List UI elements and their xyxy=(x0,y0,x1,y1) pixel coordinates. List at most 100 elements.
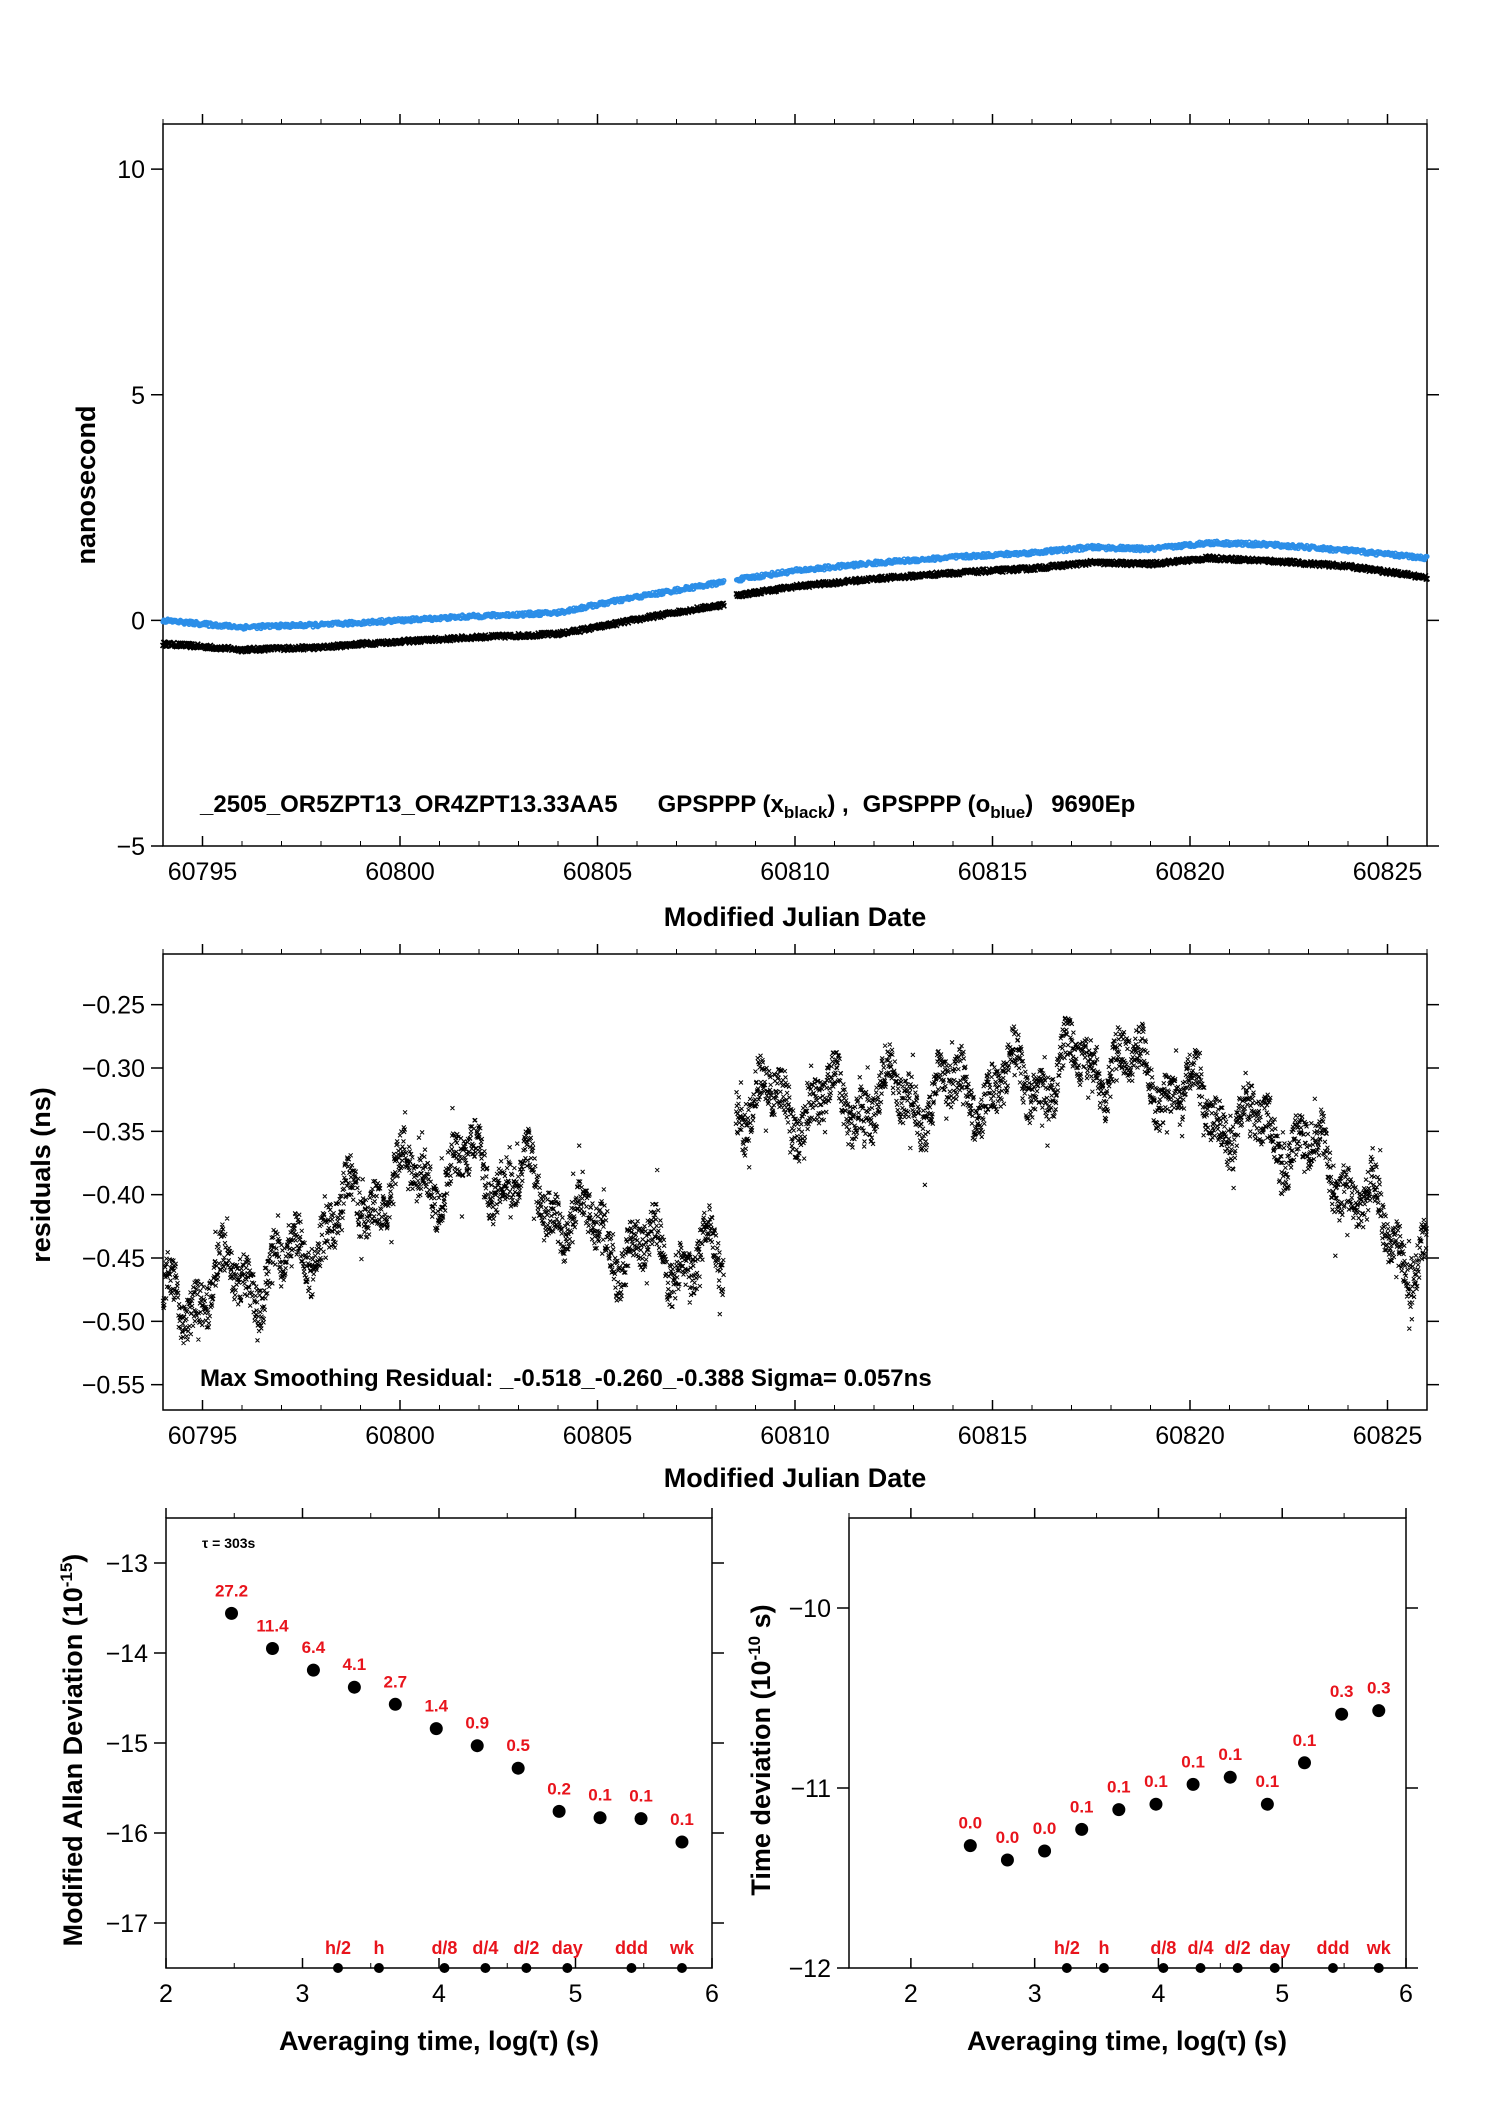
x-tick-label: 60805 xyxy=(563,1422,633,1450)
series-blue-markers xyxy=(160,538,1430,632)
point-label: 0.5 xyxy=(506,1736,530,1755)
x-tick-label: 60815 xyxy=(958,858,1028,886)
point-label: 0.3 xyxy=(1330,1682,1354,1701)
phase-plot: 60795 60800 60805 60810 60815 60820 60825 −5 0 5 1… xyxy=(71,114,1439,932)
interval-label: d/8 xyxy=(431,1938,457,1958)
mdev-plot: 2 3 4 5 6 −17 −16 −15 −14 −13 27.2 11.4 6.4 4.1 2.7 1.… xyxy=(57,1508,724,2056)
y-tick-label: 10 xyxy=(117,156,145,184)
x-tick-label: 3 xyxy=(296,1980,310,2008)
interval-marker xyxy=(1098,1963,1109,1973)
y-tick-label: −0.55 xyxy=(82,1372,145,1400)
interval-marker xyxy=(332,1963,343,1973)
point-label: 0.1 xyxy=(1070,1797,1094,1816)
point-label: 1.4 xyxy=(424,1697,448,1716)
tdev-plot: 2 3 4 5 6 −12 −11 −10 0.0 0.0 0.0 0.1 0.1 0.1 0.1 0.1 0… xyxy=(745,1508,1418,2056)
annotation-series2-sub: blue xyxy=(990,803,1025,822)
interval-label: wk xyxy=(669,1938,695,1958)
stability-point xyxy=(265,1642,279,1655)
point-label: 0.0 xyxy=(996,1828,1020,1847)
interval-marker xyxy=(626,1963,637,1973)
interval-label: h/2 xyxy=(1054,1938,1080,1958)
x-tick-label: 60795 xyxy=(168,858,238,886)
x-tick-label: 6 xyxy=(705,1980,719,2008)
phase-xlabel: Modified Julian Date xyxy=(664,902,927,932)
interval-label: wk xyxy=(1366,1938,1392,1958)
y-tick-label: −11 xyxy=(790,1775,831,1803)
interval-label: ddd xyxy=(615,1938,648,1958)
point-label: 0.2 xyxy=(547,1779,571,1798)
mdev-ylabel-main: Modified Allan Deviation (10 xyxy=(58,1587,88,1946)
stability-point xyxy=(963,1839,977,1853)
stability-point xyxy=(1112,1803,1126,1817)
residual-markers xyxy=(160,1015,1430,1346)
stability-point xyxy=(470,1739,484,1753)
stability-point xyxy=(1038,1844,1052,1858)
x-tick-label: 60825 xyxy=(1353,1422,1423,1450)
interval-marker xyxy=(1061,1963,1072,1973)
point-label: 0.1 xyxy=(1144,1772,1168,1791)
interval-label: day xyxy=(1259,1938,1290,1958)
interval-marker xyxy=(521,1963,532,1973)
x-tick-label: 60800 xyxy=(365,858,435,886)
point-label: 11.4 xyxy=(256,1617,289,1636)
residuals-annotation: Max Smoothing Residual: _-0.518_-0.260_-… xyxy=(200,1365,932,1392)
tdev-ylabel-end: s) xyxy=(746,1604,776,1636)
interval-marker xyxy=(562,1963,573,1973)
y-tick-label: −17 xyxy=(106,1910,148,1938)
interval-label: d/4 xyxy=(472,1938,498,1958)
interval-label: h xyxy=(373,1938,384,1958)
residuals-plot: 60795 60800 60805 60810 60815 60820 60825 −0.55… xyxy=(26,944,1439,1493)
stability-point xyxy=(1149,1797,1163,1811)
stability-point xyxy=(634,1812,648,1826)
stability-point xyxy=(1223,1770,1237,1784)
annotation-series2-end: ) xyxy=(1025,791,1033,818)
stability-point xyxy=(388,1697,402,1711)
stability-point xyxy=(225,1606,239,1620)
interval-marker xyxy=(373,1963,384,1973)
x-tick-label: 60810 xyxy=(760,858,830,886)
stability-point xyxy=(511,1761,525,1775)
interval-marker xyxy=(1158,1963,1169,1973)
stability-point xyxy=(1298,1756,1312,1770)
point-label: 6.4 xyxy=(302,1638,326,1657)
point-label: 0.1 xyxy=(1218,1745,1242,1764)
point-label: 0.1 xyxy=(629,1787,653,1806)
x-tick-label: 60820 xyxy=(1155,1422,1225,1450)
interval-label: day xyxy=(552,1938,583,1958)
annotation-series1-sub: black xyxy=(784,803,828,822)
y-tick-label: −10 xyxy=(789,1595,831,1623)
x-tick-label: 5 xyxy=(1275,1980,1289,2008)
y-tick-label: −0.50 xyxy=(82,1308,145,1336)
tdev-ylabel-sup: -10 xyxy=(745,1636,764,1661)
interval-marker xyxy=(1195,1963,1206,1973)
point-label: 0.0 xyxy=(958,1814,982,1833)
residuals-plot-frame xyxy=(162,953,1428,1411)
mdev-xlabel: Averaging time, log(τ) (s) xyxy=(279,2026,599,2056)
stability-point xyxy=(1186,1777,1200,1791)
y-tick-label: −15 xyxy=(106,1730,148,1758)
point-label: 0.1 xyxy=(588,1786,612,1805)
interval-label: ddd xyxy=(1316,1938,1349,1958)
annotation-prefix: _2505_OR5ZPT13_OR4ZPT13.33AA5 xyxy=(199,791,618,818)
y-tick-label: −0.30 xyxy=(82,1055,145,1083)
interval-marker xyxy=(1327,1963,1338,1973)
interval-label: d/2 xyxy=(1225,1938,1251,1958)
point-label: 27.2 xyxy=(215,1581,248,1600)
interval-marker xyxy=(1269,1963,1280,1973)
annotation-series1-end: ) , xyxy=(827,791,848,818)
interval-label: d/8 xyxy=(1150,1938,1176,1958)
x-tick-label: 6 xyxy=(1399,1980,1413,2008)
x-tick-label: 2 xyxy=(904,1980,918,2008)
stability-point xyxy=(552,1804,566,1818)
point-label: 0.1 xyxy=(1256,1772,1280,1791)
y-tick-label: −14 xyxy=(106,1640,149,1668)
x-tick-label: 60825 xyxy=(1353,858,1423,886)
phase-annotation: _2505_OR5ZPT13_OR4ZPT13.33AA5 GPSPPP (xbl… xyxy=(199,791,1135,822)
tdev-plot-frame xyxy=(848,1517,1407,1969)
x-tick-label: 60795 xyxy=(168,1422,238,1450)
interval-marker xyxy=(676,1963,687,1973)
mdev-ylabel: Modified Allan Deviation (10-15) xyxy=(57,1554,88,1947)
residuals-xlabel: Modified Julian Date xyxy=(664,1463,927,1493)
point-label: 0.1 xyxy=(1181,1752,1205,1771)
